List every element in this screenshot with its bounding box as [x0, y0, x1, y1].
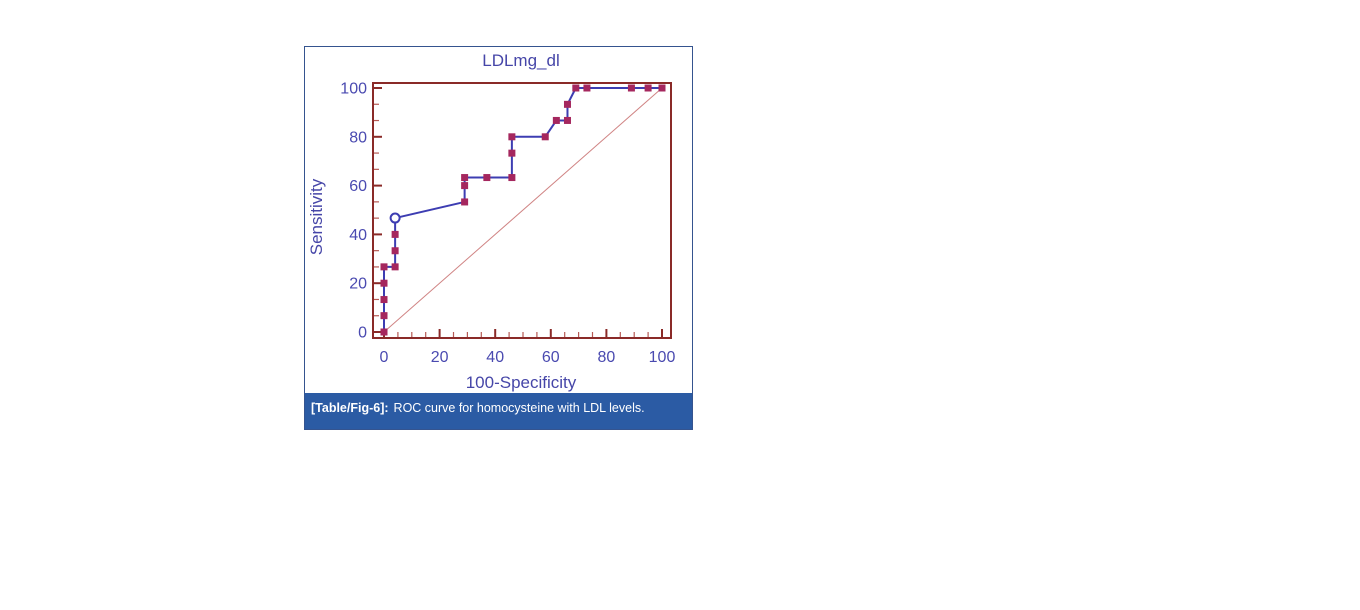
- y-tick-label: 80: [349, 129, 367, 146]
- x-tick-label: 100: [649, 349, 676, 366]
- roc-point-marker: [380, 279, 388, 287]
- roc-point-marker: [644, 84, 652, 92]
- roc-point-marker: [627, 84, 635, 92]
- roc-point-marker: [563, 116, 571, 124]
- roc-point-marker: [572, 84, 580, 92]
- caption-tag: [Table/Fig-6]:: [311, 401, 389, 415]
- reference-diagonal: [383, 87, 663, 333]
- roc-point-marker: [483, 174, 491, 182]
- roc-point-marker: [380, 328, 388, 336]
- chart-area: 0 20 40 60 80 100 0 20 40 60 80 100 LDLmg_dl 100-Sp…: [305, 47, 692, 394]
- roc-chart-svg: 0 20 40 60 80 100 0 20 40 60 80 100 LDLmg_dl 100-Sp…: [307, 51, 675, 392]
- roc-point-marker: [508, 174, 516, 182]
- roc-point-marker: [508, 149, 516, 157]
- roc-point-marker: [391, 263, 399, 271]
- x-tick-label: 0: [380, 349, 389, 366]
- roc-point-marker: [380, 296, 388, 304]
- roc-point-marker: [391, 247, 399, 255]
- roc-point-marker: [391, 230, 399, 238]
- roc-point-marker: [563, 100, 571, 108]
- x-axis-label: 100-Specificity: [466, 373, 577, 392]
- operating-point-marker: [389, 212, 401, 224]
- y-tick-label: 100: [340, 81, 367, 98]
- chart-title: LDLmg_dl: [482, 51, 560, 70]
- y-tick-label: 60: [349, 178, 367, 195]
- y-axis-label: Sensitivity: [307, 178, 326, 255]
- roc-point-marker: [552, 116, 560, 124]
- x-tick-label: 20: [431, 349, 449, 366]
- roc-point-marker: [461, 182, 469, 190]
- roc-point-marker: [583, 84, 591, 92]
- x-tick-label: 60: [542, 349, 560, 366]
- roc-point-marker: [541, 133, 549, 141]
- y-tick-label: 20: [349, 276, 367, 293]
- axis-frame: [372, 82, 672, 339]
- x-tick-label: 80: [598, 349, 616, 366]
- figure-caption: [Table/Fig-6]: ROC curve for homocysteine…: [305, 393, 692, 429]
- caption-text: ROC curve for homocysteine with LDL leve…: [393, 401, 645, 415]
- x-tick-label: 40: [486, 349, 504, 366]
- y-tick-label: 40: [349, 227, 367, 244]
- y-tick-label: 0: [358, 325, 367, 342]
- roc-point-marker: [658, 84, 666, 92]
- roc-point-marker: [461, 198, 469, 206]
- roc-point-marker: [508, 133, 516, 141]
- roc-figure: 0 20 40 60 80 100 0 20 40 60 80 100 LDLmg_dl 100-Sp…: [304, 46, 693, 430]
- roc-point-marker: [380, 263, 388, 271]
- chart-plot-layer: 0 20 40 60 80 100 0 20 40 60 80 100: [340, 81, 675, 367]
- roc-point-marker: [461, 174, 469, 182]
- roc-point-marker: [380, 312, 388, 320]
